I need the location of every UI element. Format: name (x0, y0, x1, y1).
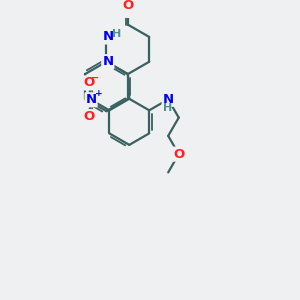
Text: N: N (163, 93, 174, 106)
Text: N: N (102, 31, 113, 44)
Text: +: + (95, 89, 103, 98)
Text: H: H (163, 103, 172, 113)
Text: H: H (112, 29, 122, 39)
Text: O: O (173, 148, 184, 160)
Text: O: O (83, 110, 94, 123)
Text: N: N (102, 55, 113, 68)
Text: −: − (91, 73, 99, 83)
Text: N: N (85, 93, 97, 106)
Text: O: O (83, 76, 94, 89)
Text: O: O (122, 0, 134, 12)
